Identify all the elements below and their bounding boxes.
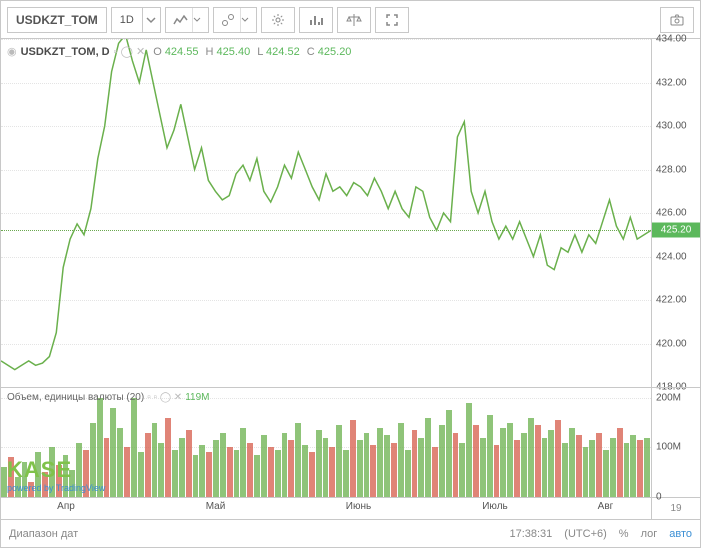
scales-icon bbox=[346, 12, 362, 28]
chevron-down-icon bbox=[142, 8, 160, 32]
x-axis[interactable]: АпрМайИюньИюльАвг 19 bbox=[1, 497, 700, 519]
percent-toggle[interactable]: % bbox=[619, 528, 629, 540]
compare-button[interactable] bbox=[213, 7, 257, 33]
fullscreen-icon bbox=[384, 12, 400, 28]
ohlc-values: O 424.55 H 425.40 L 424.52 C 425.20 bbox=[149, 46, 351, 58]
eye-icon[interactable]: ◉ bbox=[7, 45, 17, 58]
chevron-down-icon bbox=[240, 8, 250, 32]
indicators-button[interactable] bbox=[299, 7, 333, 33]
chart-style-button[interactable] bbox=[165, 7, 209, 33]
timeframe-label: 1D bbox=[112, 14, 142, 26]
x-axis-plot: АпрМайИюньИюльАвг bbox=[1, 498, 652, 519]
price-plot[interactable]: ◉ USDKZT_TOM, D ▫ ◯ ✕ O 424.55 H 425.40 … bbox=[1, 39, 652, 387]
fullscreen-button[interactable] bbox=[375, 7, 409, 33]
volume-y-axis[interactable]: 0100M200M bbox=[652, 388, 700, 497]
timeframe-select[interactable]: 1D bbox=[111, 7, 161, 33]
symbol-input[interactable]: USDKZT_TOM bbox=[7, 7, 107, 33]
chevron-down-icon bbox=[192, 8, 202, 32]
date-range-button[interactable]: Диапазон дат bbox=[9, 528, 78, 540]
price-pane: ◉ USDKZT_TOM, D ▫ ◯ ✕ O 424.55 H 425.40 … bbox=[1, 39, 700, 387]
chart-container: USDKZT_TOM 1D bbox=[0, 0, 701, 548]
volume-legend: Объем, единицы валюты (20) ▫ ▫ ◯ ✕ 119M bbox=[7, 392, 209, 403]
price-legend: ◉ USDKZT_TOM, D ▫ ◯ ✕ O 424.55 H 425.40 … bbox=[7, 45, 351, 58]
volume-plot[interactable]: Объем, единицы валюты (20) ▫ ▫ ◯ ✕ 119M … bbox=[1, 388, 652, 497]
volume-pane: Объем, единицы валюты (20) ▫ ▫ ◯ ✕ 119M … bbox=[1, 387, 700, 497]
price-y-axis[interactable]: 418.00420.00422.00424.00426.00428.00430.… bbox=[652, 39, 700, 387]
volume-title: Объем, единицы валюты (20) bbox=[7, 392, 144, 403]
gear-icon bbox=[270, 12, 286, 28]
legend-controls[interactable]: ▫ ◯ ✕ bbox=[114, 45, 146, 58]
clock: 17:38:31 bbox=[509, 528, 552, 540]
bars-icon bbox=[308, 12, 324, 28]
camera-icon bbox=[669, 12, 685, 28]
timezone[interactable]: (UTC+6) bbox=[564, 528, 606, 540]
volume-value: 119M bbox=[185, 392, 209, 403]
settings-button[interactable] bbox=[261, 7, 295, 33]
footer-bar: Диапазон дат 17:38:31 (UTC+6) % лог авто bbox=[1, 519, 700, 547]
legend-title: USDKZT_TOM, D bbox=[21, 46, 110, 58]
snapshot-button[interactable] bbox=[660, 7, 694, 33]
toolbar: USDKZT_TOM 1D bbox=[1, 1, 700, 39]
log-toggle[interactable]: лог bbox=[641, 528, 658, 540]
scales-button[interactable] bbox=[337, 7, 371, 33]
auto-toggle[interactable]: авто bbox=[669, 528, 692, 540]
legend-controls[interactable]: ▫ ▫ ◯ ✕ bbox=[147, 392, 182, 403]
chart-area: ◉ USDKZT_TOM, D ▫ ◯ ✕ O 424.55 H 425.40 … bbox=[1, 39, 700, 519]
